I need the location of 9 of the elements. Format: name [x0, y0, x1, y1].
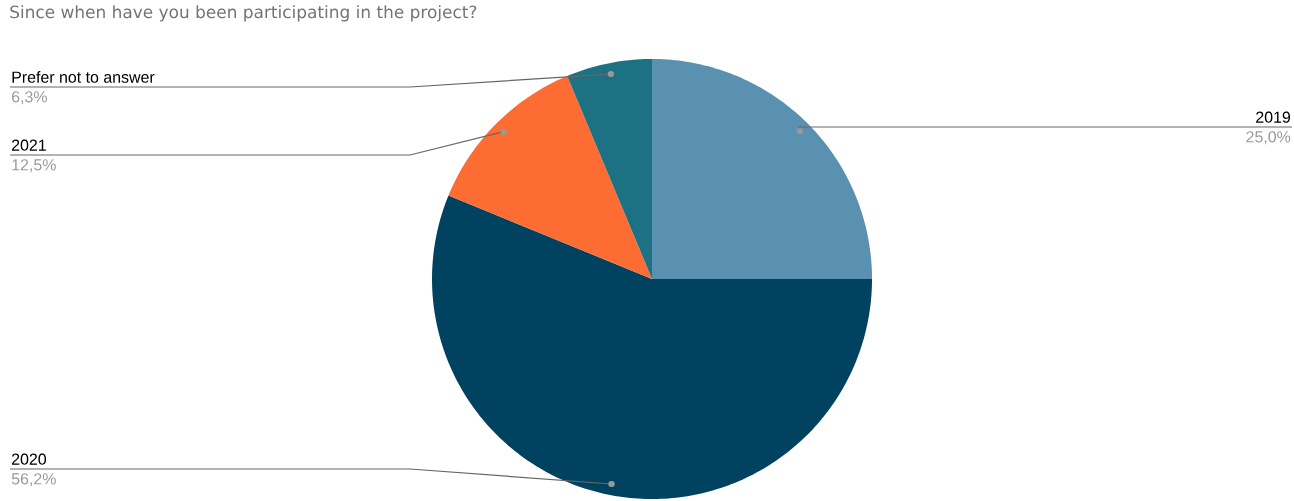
- data-label: 12,5%: [12, 159, 56, 173]
- slice-label: 2019: [1256, 111, 1291, 123]
- data-label: 25,0%: [1246, 131, 1291, 145]
- data-label: 6,3%: [12, 91, 47, 105]
- slice-label: Prefer not to answer: [12, 71, 155, 83]
- data-label: 56,2%: [11, 473, 56, 487]
- slice-label: 2020: [12, 453, 47, 465]
- slice-label: 2021: [12, 139, 46, 151]
- chart-title: Since when have you been participating in the project?: [10, 5, 477, 22]
